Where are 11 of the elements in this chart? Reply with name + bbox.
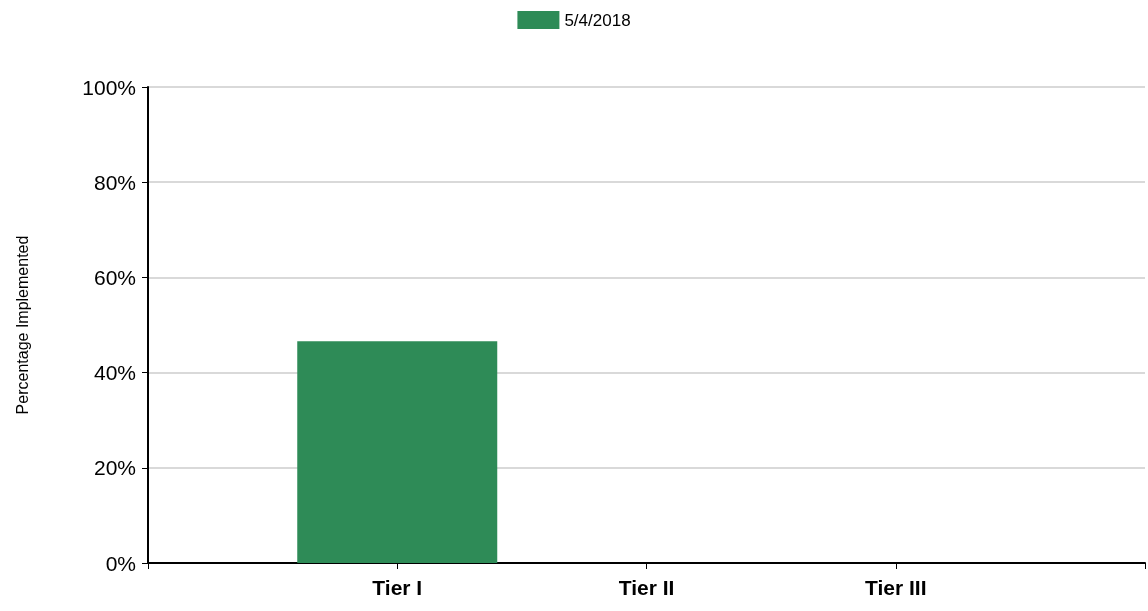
y-tick-label: 80%: [93, 170, 136, 194]
x-tick-label: Tier I: [372, 576, 423, 599]
y-axis-title: Percentage Implemented: [13, 235, 31, 415]
x-tick-label: Tier III: [865, 576, 927, 599]
legend-label: 5/4/2018: [564, 10, 631, 30]
y-tick-label: 100%: [82, 75, 136, 99]
y-tick-label: 20%: [93, 456, 136, 480]
y-tick-label: 60%: [93, 265, 136, 289]
y-tick-label: 0%: [105, 551, 136, 575]
y-tick-label: 40%: [93, 361, 136, 385]
x-tick-label: Tier II: [618, 576, 675, 599]
